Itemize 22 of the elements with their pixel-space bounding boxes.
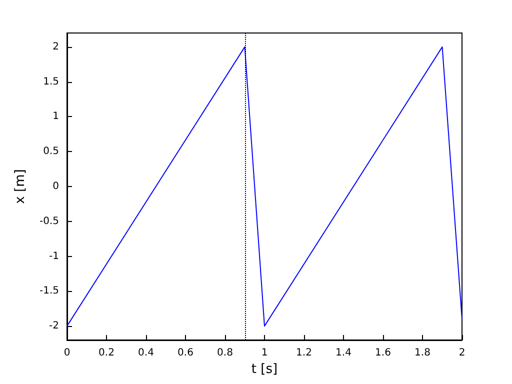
x-tick-label: 0 [64,348,70,358]
x-tick-label: 1.4 [336,348,352,358]
x-tick-label: 1.8 [414,348,430,358]
y-tick-label: -2 [49,320,59,332]
x-tick-label: 0.8 [217,348,233,358]
y-tick-label: 2 [52,41,59,52]
x-tick-label: 0.6 [178,348,194,358]
y-tick-label: -1.5 [39,286,59,297]
x-tick-label: 1.6 [375,348,391,358]
y-tick-label: -1 [49,250,59,262]
x-tick-label: 1 [261,348,268,358]
x-tick-label: 0.2 [98,348,114,358]
x-tick-label: 0.4 [138,348,154,358]
x-tick-label: 1.2 [296,348,312,358]
x-axis-title: t [s] [251,362,278,377]
y-tick-label: 0 [52,181,59,192]
y-tick-label: 1.5 [43,76,59,88]
y-tick-label: -0.5 [39,216,59,227]
x-tick-label: 2 [458,348,466,358]
y-axis-title: x [m] [13,169,28,204]
y-tick-label: 0.5 [43,146,59,158]
y-tick-label: 1 [52,111,59,122]
